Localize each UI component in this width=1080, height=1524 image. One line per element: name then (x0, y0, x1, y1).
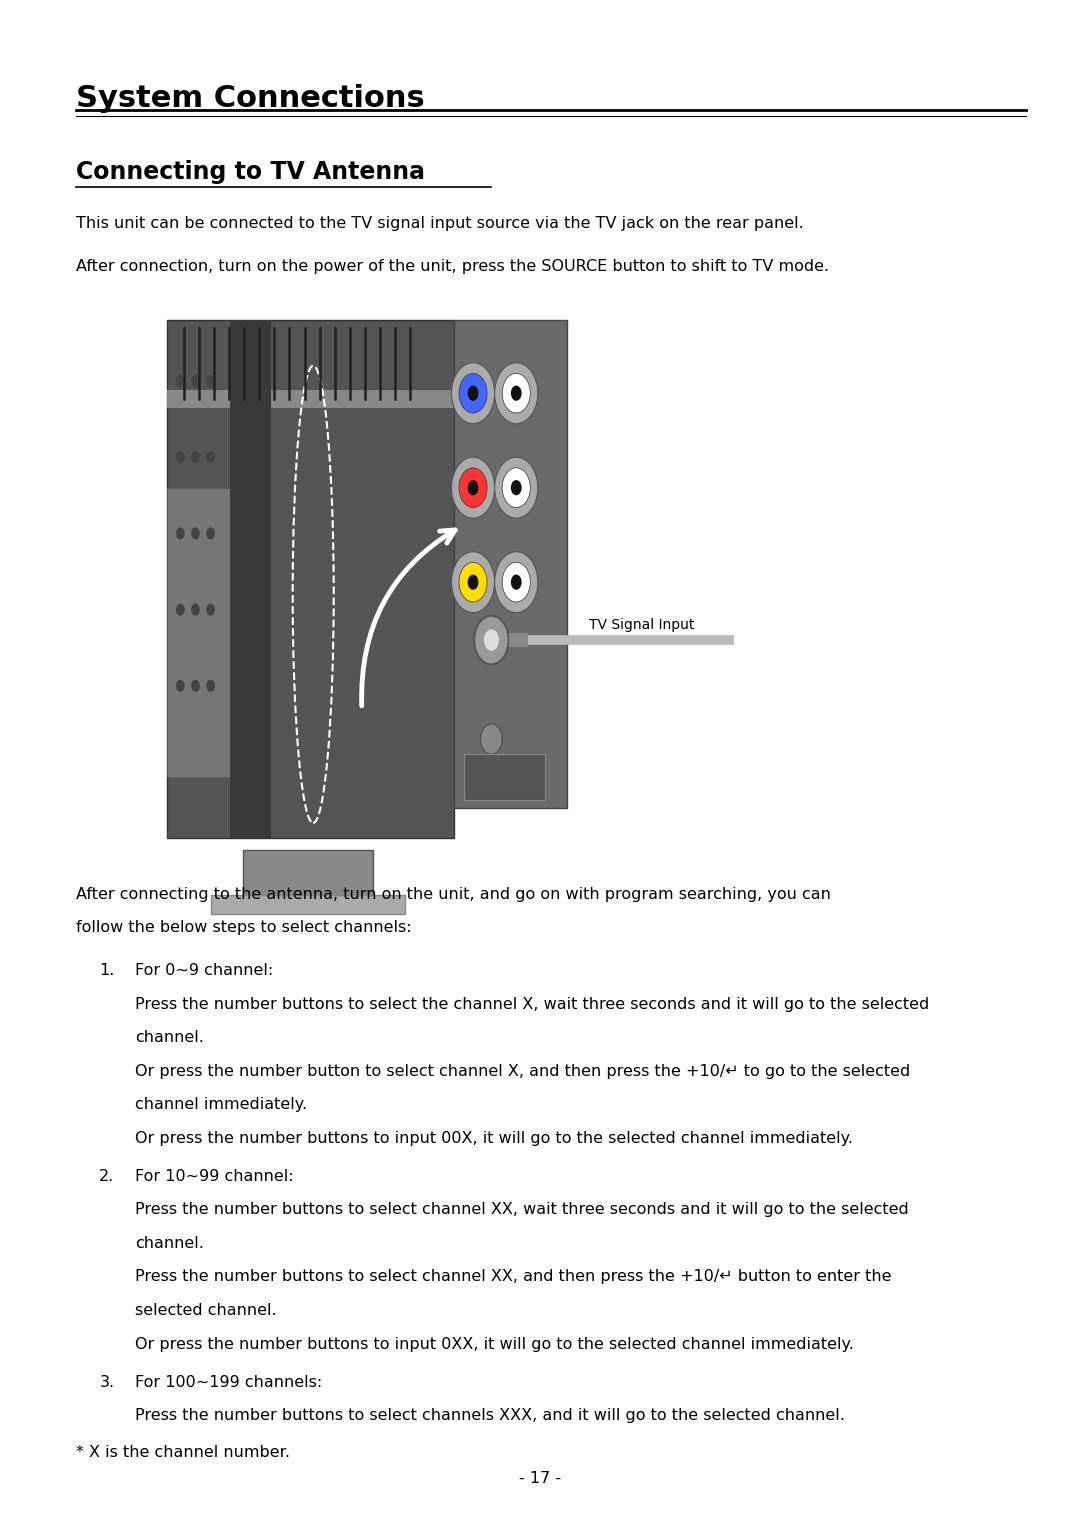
Circle shape (206, 375, 215, 387)
Circle shape (206, 680, 215, 692)
Circle shape (459, 373, 487, 413)
Circle shape (481, 724, 502, 754)
Circle shape (511, 575, 522, 590)
Circle shape (451, 363, 495, 424)
Circle shape (176, 451, 185, 463)
Text: channel.: channel. (135, 1236, 204, 1251)
Circle shape (468, 575, 478, 590)
Text: - 17 -: - 17 - (518, 1471, 562, 1486)
Text: Or press the number buttons to input 0XX, it will go to the selected channel imm: Or press the number buttons to input 0XX… (135, 1337, 854, 1352)
Text: channel immediately.: channel immediately. (135, 1097, 307, 1113)
Text: For 10~99 channel:: For 10~99 channel: (135, 1169, 294, 1184)
Text: 1.: 1. (99, 963, 114, 978)
Text: After connecting to the antenna, turn on the unit, and go on with program search: After connecting to the antenna, turn on… (76, 887, 831, 902)
Circle shape (451, 552, 495, 613)
Circle shape (502, 562, 530, 602)
Circle shape (206, 451, 215, 463)
Circle shape (468, 386, 478, 401)
Text: Or press the number buttons to input 00X, it will go to the selected channel imm: Or press the number buttons to input 00X… (135, 1131, 853, 1146)
Bar (211, 895, 405, 914)
Circle shape (484, 629, 499, 651)
Circle shape (191, 527, 200, 539)
Bar (243, 850, 373, 899)
Text: This unit can be connected to the TV signal input source via the TV jack on the : This unit can be connected to the TV sig… (76, 216, 804, 232)
Text: Press the number buttons to select the channel X, wait three seconds and it will: Press the number buttons to select the c… (135, 997, 929, 1012)
Text: Press the number buttons to select channel XX, wait three seconds and it will go: Press the number buttons to select chann… (135, 1202, 908, 1218)
Text: follow the below steps to select channels:: follow the below steps to select channel… (76, 920, 411, 936)
Text: Connecting to TV Antenna: Connecting to TV Antenna (76, 160, 424, 184)
Text: Press the number buttons to select channels XXX, and it will go to the selected : Press the number buttons to select chann… (135, 1408, 845, 1423)
Text: selected channel.: selected channel. (135, 1303, 276, 1318)
Bar (167, 488, 230, 777)
Circle shape (502, 373, 530, 413)
Circle shape (451, 457, 495, 518)
Bar (464, 754, 545, 800)
Circle shape (474, 616, 509, 664)
Text: 2.: 2. (99, 1169, 114, 1184)
Text: TV Signal Input: TV Signal Input (589, 617, 694, 632)
Circle shape (502, 468, 530, 507)
Circle shape (206, 527, 215, 539)
Text: After connection, turn on the power of the unit, press the SOURCE button to shif: After connection, turn on the power of t… (76, 259, 828, 274)
Bar (167, 320, 454, 838)
Circle shape (176, 604, 185, 616)
Text: Press the number buttons to select channel XX, and then press the +10/↵ button t: Press the number buttons to select chann… (135, 1269, 891, 1285)
Circle shape (206, 604, 215, 616)
Circle shape (511, 386, 522, 401)
Bar (167, 390, 454, 408)
Circle shape (495, 457, 538, 518)
Text: For 100~199 channels:: For 100~199 channels: (135, 1375, 322, 1390)
Circle shape (495, 552, 538, 613)
Circle shape (176, 375, 185, 387)
Text: 3.: 3. (99, 1375, 114, 1390)
Circle shape (191, 680, 200, 692)
Circle shape (468, 480, 478, 495)
Text: * X is the channel number.: * X is the channel number. (76, 1445, 289, 1460)
Circle shape (176, 527, 185, 539)
Text: System Connections: System Connections (76, 84, 424, 113)
Circle shape (495, 363, 538, 424)
Circle shape (191, 375, 200, 387)
Text: Or press the number button to select channel X, and then press the +10/↵ to go t: Or press the number button to select cha… (135, 1064, 910, 1079)
Circle shape (459, 468, 487, 507)
Text: channel.: channel. (135, 1030, 204, 1045)
Text: For 0~9 channel:: For 0~9 channel: (135, 963, 273, 978)
Circle shape (511, 480, 522, 495)
Circle shape (176, 680, 185, 692)
Circle shape (191, 451, 200, 463)
Circle shape (191, 604, 200, 616)
Bar (230, 320, 271, 838)
Bar (454, 320, 567, 808)
Circle shape (459, 562, 487, 602)
